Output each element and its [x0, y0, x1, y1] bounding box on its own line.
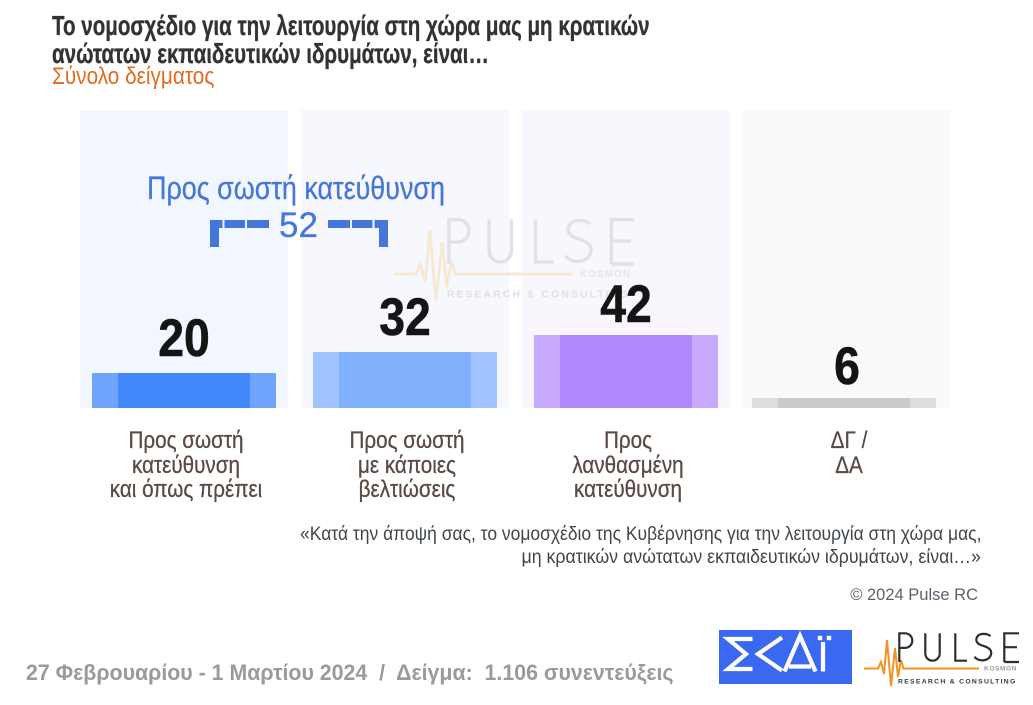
- svg-text:RESEARCH & CONSULTING: RESEARCH & CONSULTING: [898, 679, 1017, 686]
- svg-text:KOSMON: KOSMON: [580, 269, 631, 280]
- svg-text:RESEARCH & CONSULTING: RESEARCH & CONSULTING: [447, 288, 630, 300]
- svg-text:KOSMON: KOSMON: [984, 666, 1017, 673]
